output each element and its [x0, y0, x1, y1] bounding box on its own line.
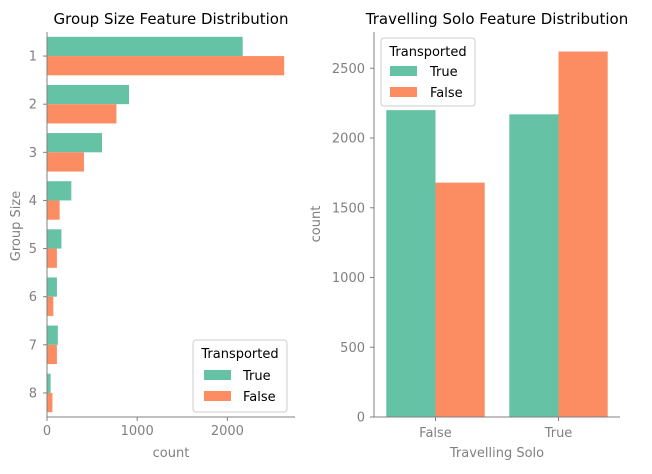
chart2-legend-label-true: True — [429, 65, 458, 80]
chart1-ytick-label-5: 5 — [29, 242, 37, 257]
chart2-legend-swatch-false — [390, 87, 417, 97]
chart1-bar-true-5 — [47, 229, 62, 249]
chart2-bar-true-true — [509, 114, 559, 418]
chart2-ylabel: count — [309, 206, 324, 243]
chart1-bar-true-7 — [47, 325, 58, 345]
chart1-xtick-label-2000: 2000 — [211, 424, 244, 439]
chart1-bar-true-6 — [47, 277, 57, 297]
chart1-bar-false-3 — [47, 152, 84, 172]
chart1-bar-true-3 — [47, 133, 103, 153]
chart1-legend-swatch-true — [204, 370, 231, 380]
chart1-ytick-label-4: 4 — [29, 194, 37, 209]
chart1-bar-false-2 — [47, 104, 117, 124]
chart1-legend-label-true: True — [242, 369, 271, 384]
chart1-xtick-label-0: 0 — [43, 424, 51, 439]
chart2-ytick-label-2000: 2000 — [332, 132, 365, 147]
chart2-ytick-label-1500: 1500 — [332, 201, 365, 216]
chart1-legend: Transported True False — [192, 339, 288, 413]
chart1-bar-false-8 — [47, 392, 53, 413]
chart2-xtick-label-false: False — [419, 426, 452, 441]
chart1-bar-true-8 — [47, 373, 51, 393]
chart1-ytick-label-7: 7 — [29, 338, 37, 353]
chart1-bar-false-5 — [47, 248, 57, 268]
chart1-legend-swatch-false — [204, 391, 231, 401]
chart1-bar-false-6 — [47, 296, 54, 316]
chart1-bar-true-1 — [47, 36, 243, 57]
chart2-legend: Transported True False — [380, 37, 476, 107]
chart1-ytick-label-8: 8 — [29, 386, 37, 401]
chart2-legend-label-false: False — [430, 86, 463, 101]
travelling-solo-chart: Travelling Solo Feature Distribution cou… — [309, 10, 628, 461]
chart2-ytick-label-0: 0 — [357, 411, 365, 426]
chart1-bar-true-4 — [47, 181, 72, 201]
chart2-legend-title: Transported — [388, 45, 466, 60]
chart1-xtick-label-1000: 1000 — [121, 424, 154, 439]
chart2-ytick-label-1000: 1000 — [332, 271, 365, 286]
chart1-ytick-label-6: 6 — [29, 290, 37, 305]
chart1-ytick-label-1: 1 — [29, 50, 37, 65]
chart1-bar-false-7 — [47, 344, 57, 365]
chart1-bar-false-4 — [47, 200, 60, 220]
chart2-legend-swatch-true — [390, 66, 417, 76]
chart2-xlabel: Travelling Solo — [449, 446, 544, 461]
chart1-xlabel: count — [153, 446, 190, 461]
chart2-bar-false-true — [558, 51, 608, 417]
group-size-chart: Group Size Feature Distribution Group Si… — [9, 10, 295, 461]
chart1-ytick-label-3: 3 — [29, 146, 37, 161]
chart1-legend-title: Transported — [200, 347, 278, 362]
chart1-bar-false-1 — [47, 56, 285, 76]
chart2-bar-true-false — [386, 110, 436, 418]
chart1-ylabel: Group Size — [9, 191, 24, 261]
chart1-title: Group Size Feature Distribution — [54, 10, 289, 28]
chart2-bar-false-false — [435, 182, 485, 417]
chart2-xtick-label-true: True — [544, 426, 573, 441]
chart2-ytick-label-2500: 2500 — [332, 62, 365, 77]
chart1-ytick-label-2: 2 — [29, 98, 37, 113]
chart1-legend-label-false: False — [243, 390, 276, 405]
chart2-title: Travelling Solo Feature Distribution — [365, 10, 629, 28]
chart1-bar-true-2 — [47, 84, 130, 105]
chart2-ytick-label-500: 500 — [340, 341, 365, 356]
